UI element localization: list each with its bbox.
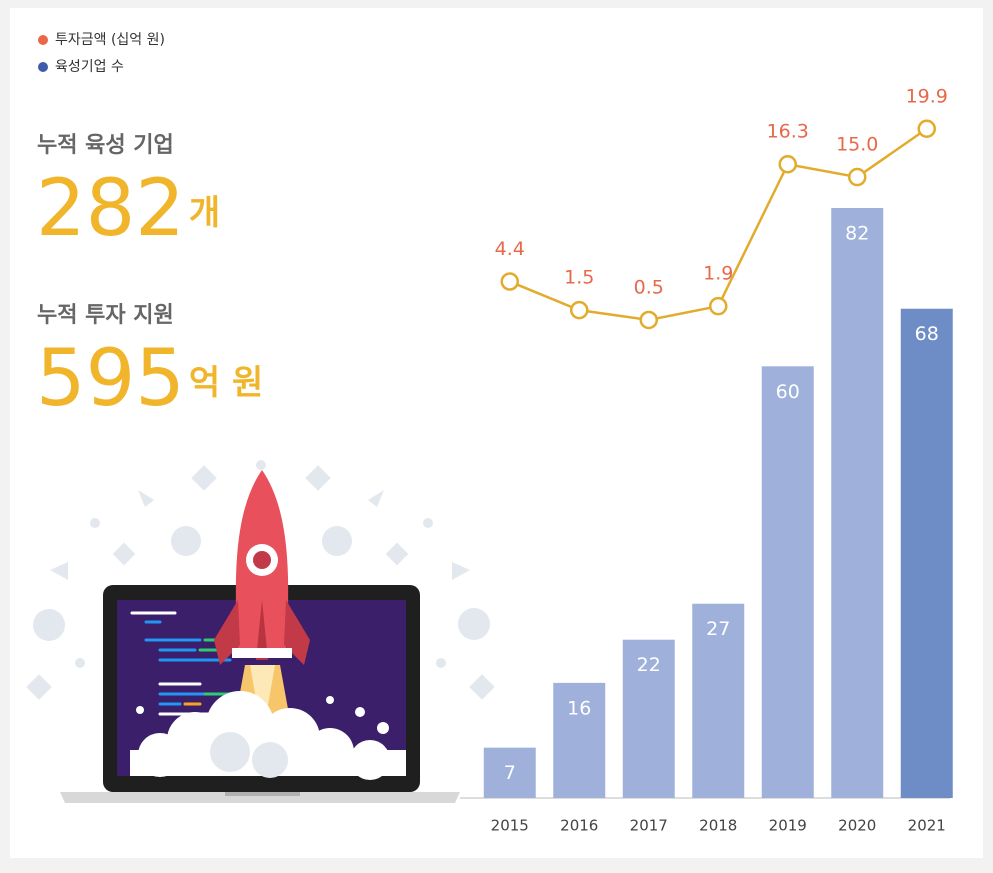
line-marker	[500, 272, 519, 291]
stat-label: 누적 투자 지원	[37, 303, 174, 328]
bar-value-label: 7	[504, 762, 516, 784]
x-tick-label: 2016	[560, 817, 598, 835]
bar-value-label: 60	[776, 381, 800, 403]
stat-label: 누적 육성 기업	[37, 133, 174, 158]
bar-value-label: 22	[637, 654, 661, 676]
line-marker	[848, 167, 867, 187]
bar-value-label: 27	[706, 618, 730, 640]
x-tick-label: 2019	[769, 817, 807, 835]
plot: 2015 2016 2017 2018 2019 2020 2021 7 16 22 27 60 82 6…	[460, 85, 953, 835]
bar	[553, 682, 606, 798]
line-marker	[917, 119, 936, 139]
bar	[692, 603, 745, 798]
bar	[622, 639, 675, 798]
line-marker	[570, 300, 589, 320]
line-value-label: 1.5	[564, 267, 594, 289]
line-value-label: 4.4	[495, 238, 525, 260]
stat-value-text: 595 억 원	[36, 334, 263, 424]
x-tick-label: 2015	[491, 817, 529, 835]
line-marker	[709, 296, 728, 316]
x-tick-label: 2021	[908, 817, 946, 835]
stat-value: 282	[36, 164, 185, 254]
legend: 투자금액 (십억 원) 육성기업 수	[38, 32, 165, 75]
line-value-label: 16.3	[767, 121, 809, 143]
stat-value-text: 282 개	[36, 164, 220, 254]
stat-unit: 개	[189, 193, 220, 233]
bar	[831, 208, 884, 798]
illustration	[26, 460, 495, 803]
bar	[761, 366, 814, 798]
line-value-label: 1.9	[703, 263, 733, 285]
line-marker	[639, 310, 658, 330]
legend-swatch	[38, 35, 48, 45]
bar	[483, 747, 536, 798]
legend-label: 투자금액 (십억 원)	[55, 32, 165, 48]
stats: 누적 육성 기업 282 개누적 투자 지원 595 억 원	[36, 133, 263, 424]
stat-value: 595	[36, 334, 185, 424]
bar	[900, 308, 953, 798]
line-value-label: 15.0	[836, 134, 878, 156]
legend-label: 육성기업 수	[55, 59, 124, 75]
x-tick-label: 2017	[630, 817, 668, 835]
stat-unit: 억 원	[189, 363, 263, 403]
line-value-label: 0.5	[634, 276, 664, 298]
bar-value-label: 82	[845, 223, 869, 245]
x-tick-label: 2018	[699, 817, 737, 835]
x-tick-label: 2020	[838, 817, 876, 835]
legend-swatch	[38, 62, 48, 72]
bar-value-label: 68	[915, 323, 939, 345]
bar-value-label: 16	[567, 697, 591, 719]
line-marker	[778, 154, 797, 174]
line-value-label: 19.9	[906, 85, 948, 107]
